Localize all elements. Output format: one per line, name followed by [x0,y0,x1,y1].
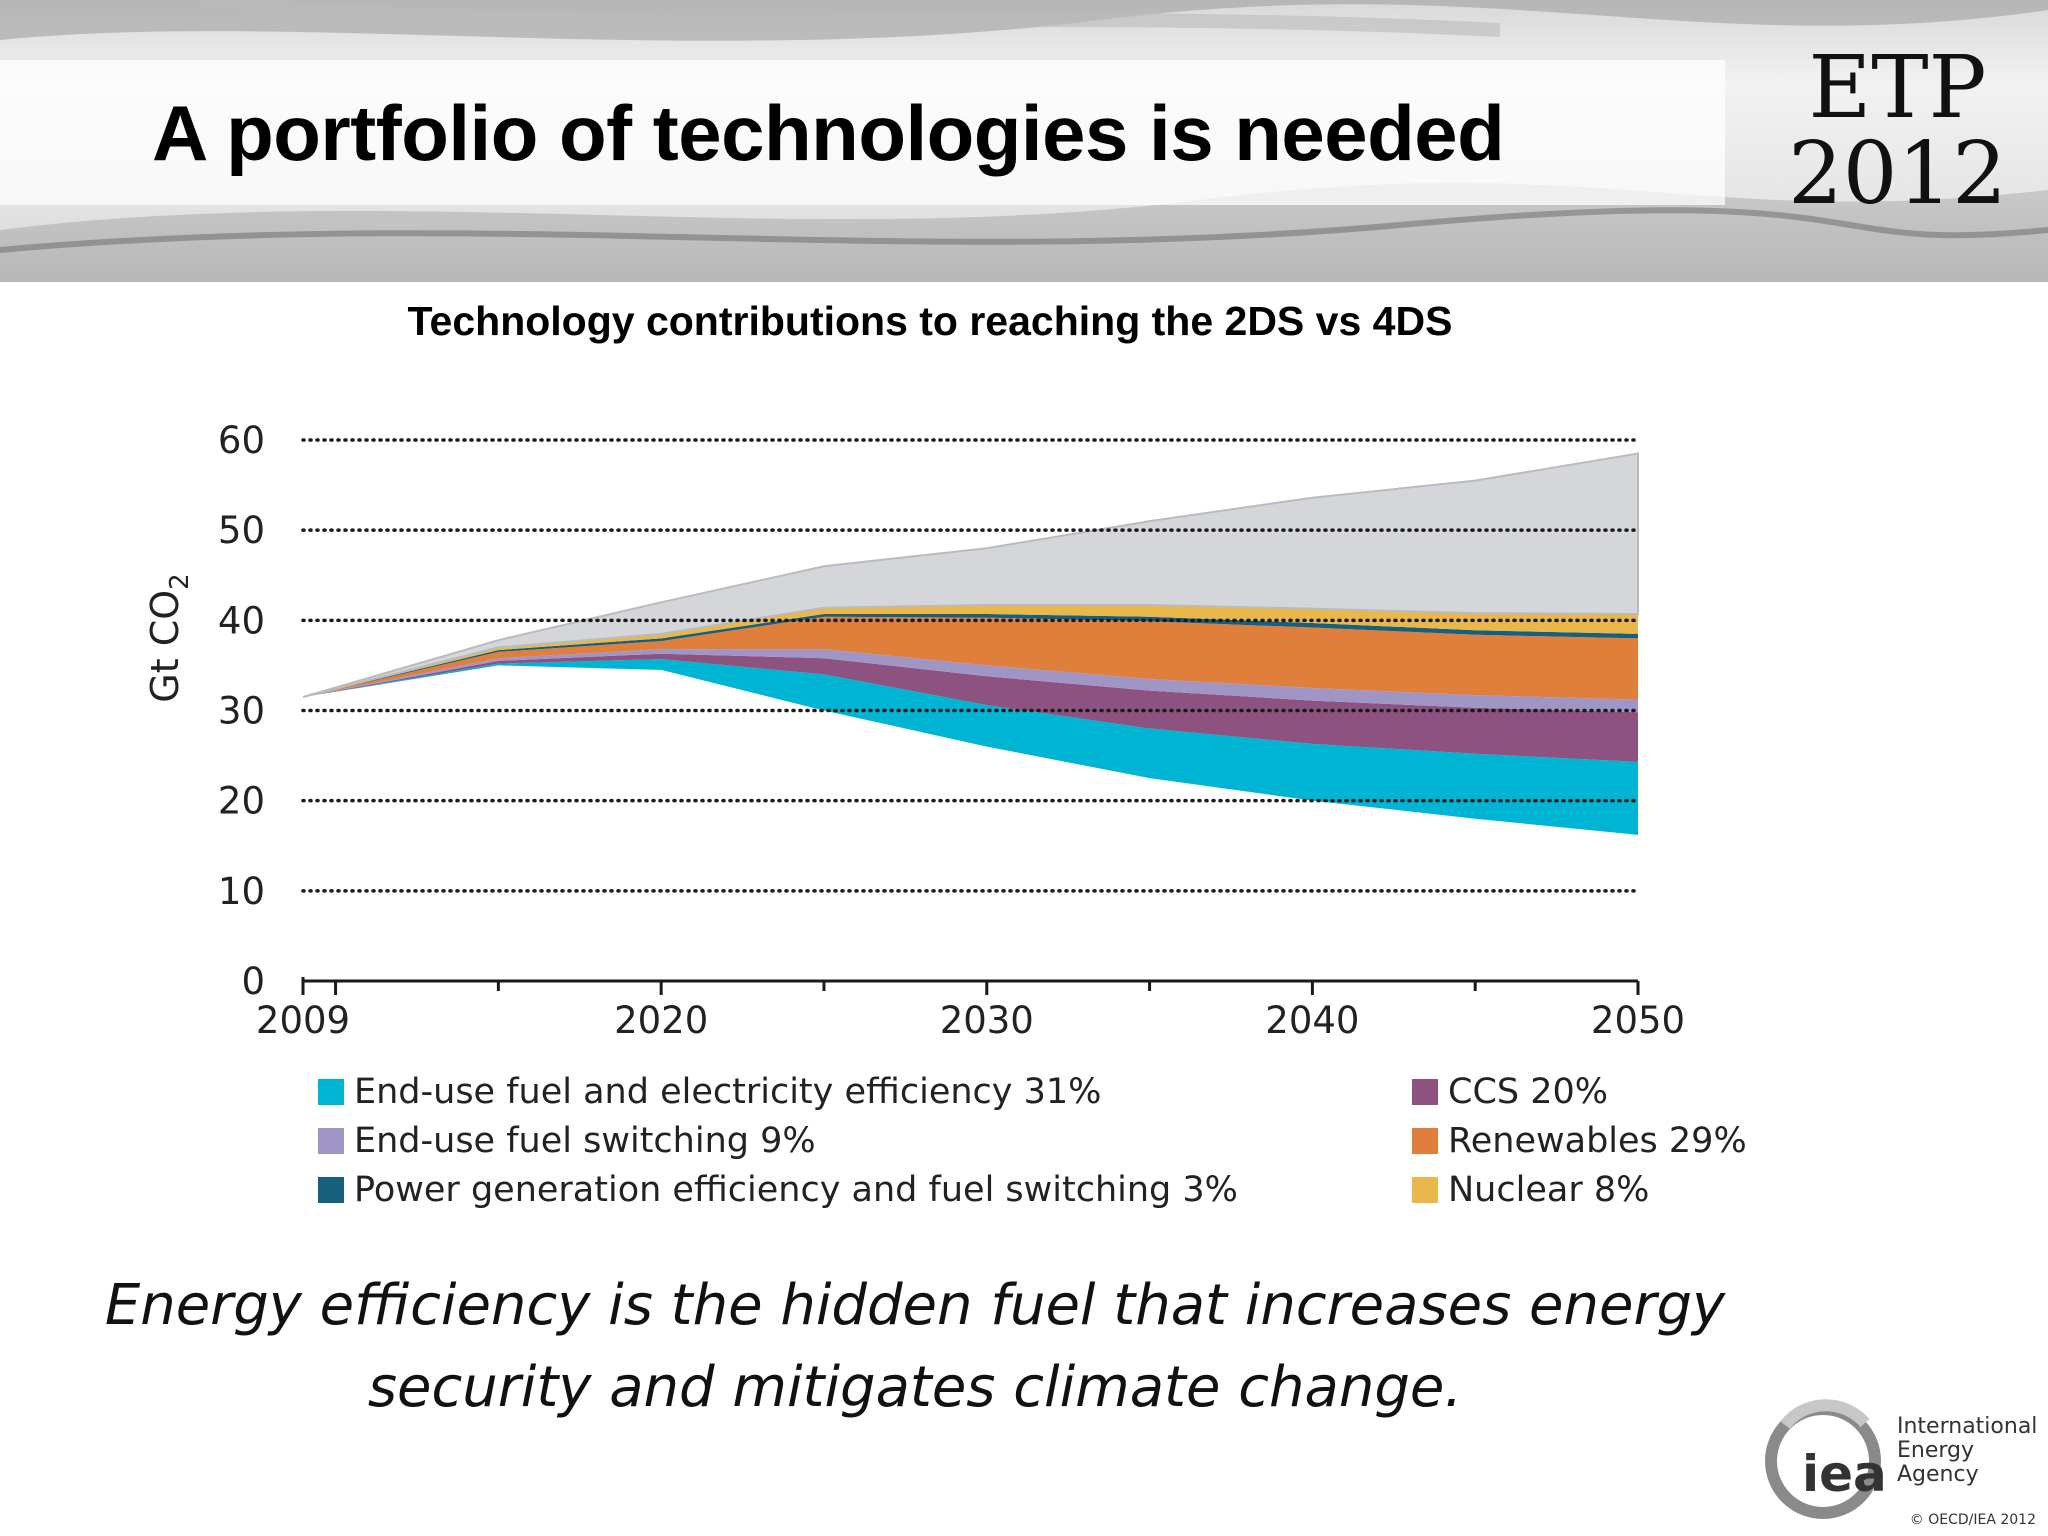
x-tick-label: 2030 [940,999,1034,1042]
x-tick-label: 2040 [1265,999,1359,1042]
area-series-6 [302,452,1639,698]
x-tick-label: 2009 [256,999,350,1042]
legend-item: End-use fuel and electricity efficiency … [318,1072,1101,1112]
chart-title: Technology contributions to reaching the… [407,298,1453,344]
caption-line-2: security and mitigates climate change. [367,1355,1463,1420]
gridlines [301,438,1640,893]
legend-label: Nuclear 8% [1448,1170,1650,1210]
slide-header: A portfolio of technologies is needed ET… [0,0,2048,282]
badge-line-1: ETP [1808,38,1987,138]
legend-swatch [1412,1079,1438,1105]
header-swoosh-decoration [0,0,2048,282]
y-tick-label: 50 [218,509,265,552]
x-tick-label: 2020 [614,999,708,1042]
legend-item: Nuclear 8% [1412,1170,1649,1210]
legend-swatch [1412,1128,1438,1154]
legend-item: End-use fuel switching 9% [318,1121,816,1161]
legend-label: Power generation efficiency and fuel swi… [354,1170,1238,1210]
title-band [0,60,1725,205]
legend-label: CCS 20% [1448,1072,1609,1112]
legend-item: Renewables 29% [1412,1121,1747,1161]
etp-badge: ETP 2012 [1775,45,2020,217]
y-axis-label: Gt CO2 [143,573,195,702]
y-tick-label: 40 [218,599,265,642]
copyright: © OECD/IEA 2012 [1909,1512,2036,1528]
legend-swatch [318,1128,344,1154]
area-series-0 [303,659,1638,835]
y-tick-label: 10 [218,870,265,913]
iea-name-line-1: International [1897,1414,2038,1439]
iea-name-line-2: Energy Agency [1897,1438,1979,1487]
legend-label: End-use fuel switching 9% [354,1121,816,1161]
iea-logo-ring-icon [1765,1399,1881,1519]
legend-swatch [318,1177,344,1203]
area-series-2 [303,649,1638,713]
y-tick-label: 30 [218,690,265,733]
legend-swatch [1412,1177,1438,1203]
slide-title: A portfolio of technologies is needed [152,89,1505,177]
legend-swatch [318,1079,344,1105]
badge-line-2: 2012 [1788,124,2007,224]
slide-caption: Energy efficiency is the hidden fuel tha… [0,1265,1830,1429]
legend-label: Renewables 29% [1448,1121,1747,1161]
y-tick-label: 0 [241,960,265,1003]
iea-name: International Energy Agency [1897,1415,2045,1487]
y-tick-label: 20 [218,780,265,823]
y-tick-label: 60 [218,419,265,462]
x-tick-label: 2050 [1591,999,1685,1042]
iea-logo: iea International Energy Agency [1755,1395,2045,1525]
caption-line-1: Energy efficiency is the hidden fuel tha… [104,1273,1726,1338]
area-series-3 [303,616,1638,700]
legend-label: End-use fuel and electricity efficiency … [354,1072,1102,1112]
legend-item: Power generation efficiency and fuel swi… [318,1170,1238,1210]
area-layers [302,452,1639,835]
area-series-1 [303,653,1638,762]
iea-mark: iea [1802,1445,1887,1503]
legend-item: CCS 20% [1412,1072,1608,1112]
